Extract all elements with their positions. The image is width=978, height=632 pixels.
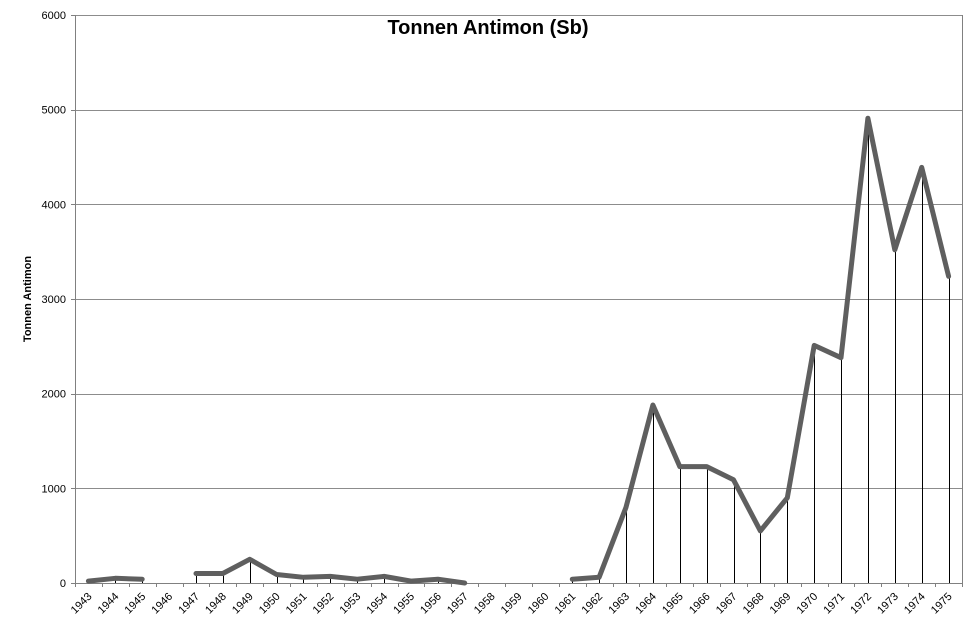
x-tick-label: 1973 bbox=[875, 591, 901, 617]
data-point bbox=[758, 528, 763, 533]
x-tick-label: 1948 bbox=[203, 591, 229, 617]
chart-title: Tonnen Antimon (Sb) bbox=[387, 17, 588, 39]
x-tick-label: 1953 bbox=[338, 591, 364, 617]
x-tick-labels: 1943 1944 1945 1946 1947 1948 1949 1950 1951 1952… bbox=[69, 591, 955, 617]
data-point bbox=[408, 579, 413, 584]
data-point bbox=[570, 577, 575, 582]
drop-lines bbox=[88, 118, 950, 583]
data-point bbox=[113, 576, 118, 581]
data-point bbox=[650, 403, 655, 408]
data-point bbox=[193, 571, 198, 576]
data-point bbox=[785, 495, 790, 500]
x-tick-label: 1975 bbox=[929, 591, 955, 617]
x-tick-label: 1947 bbox=[176, 591, 202, 617]
x-tick-label: 1949 bbox=[230, 591, 256, 617]
y-tick-label: 3000 bbox=[42, 294, 66, 306]
x-tick-label: 1968 bbox=[741, 591, 767, 617]
y-tick-label: 0 bbox=[60, 578, 66, 590]
data-point bbox=[704, 464, 709, 469]
x-tick-label: 1972 bbox=[848, 591, 874, 617]
x-tick-label: 1970 bbox=[794, 591, 820, 617]
x-tick-label: 1950 bbox=[257, 591, 283, 617]
data-point bbox=[382, 574, 387, 579]
data-point bbox=[274, 572, 279, 577]
x-tick-label: 1959 bbox=[499, 591, 525, 617]
x-tick-label: 1965 bbox=[660, 591, 686, 617]
y-tick-label: 4000 bbox=[42, 199, 66, 211]
data-point bbox=[624, 505, 629, 510]
x-tick-label: 1967 bbox=[714, 591, 740, 617]
data-point bbox=[812, 343, 817, 348]
x-tick-label: 1971 bbox=[821, 591, 847, 617]
y-tick-labels: 0 1000 2000 3000 4000 5000 6000 bbox=[42, 10, 66, 590]
x-tick-label: 1964 bbox=[633, 591, 659, 617]
data-point bbox=[220, 571, 225, 576]
data-point bbox=[731, 477, 736, 482]
x-tick-label: 1963 bbox=[606, 591, 632, 617]
x-tick-label: 1952 bbox=[311, 591, 337, 617]
x-tick-label: 1960 bbox=[526, 591, 552, 617]
data-point bbox=[462, 581, 467, 585]
y-axis-label: Tonnen Antimon bbox=[22, 256, 34, 342]
gridlines bbox=[75, 15, 962, 489]
data-point bbox=[301, 575, 306, 580]
x-tick-label: 1969 bbox=[768, 591, 794, 617]
data-point bbox=[865, 116, 870, 121]
data-point bbox=[946, 274, 951, 279]
x-tick-label: 1946 bbox=[149, 591, 175, 617]
x-tick-label: 1955 bbox=[391, 591, 417, 617]
data-point bbox=[597, 575, 602, 580]
data-point bbox=[328, 574, 333, 579]
data-point bbox=[892, 247, 897, 252]
data-point bbox=[919, 165, 924, 170]
x-tick-label: 1956 bbox=[418, 591, 444, 617]
data-point bbox=[839, 355, 844, 360]
series-line bbox=[569, 115, 952, 582]
y-tick-label: 1000 bbox=[42, 483, 66, 495]
x-tick-label: 1974 bbox=[902, 591, 928, 617]
data-point bbox=[247, 557, 252, 562]
y-tick-label: 2000 bbox=[42, 389, 66, 401]
data-point bbox=[86, 579, 91, 584]
series-lines bbox=[85, 115, 952, 586]
x-tick-label: 1943 bbox=[69, 591, 95, 617]
data-point bbox=[435, 577, 440, 582]
x-tick-label: 1958 bbox=[472, 591, 498, 617]
x-tick-label: 1945 bbox=[123, 591, 149, 617]
x-tick-label: 1966 bbox=[687, 591, 713, 617]
data-point bbox=[677, 464, 682, 469]
x-tick-label: 1954 bbox=[364, 591, 390, 617]
axes bbox=[71, 15, 963, 587]
x-tick-label: 1961 bbox=[553, 591, 579, 617]
data-point bbox=[140, 577, 145, 582]
x-tick-label: 1957 bbox=[445, 591, 471, 617]
x-tick-label: 1951 bbox=[284, 591, 310, 617]
y-tick-label: 5000 bbox=[42, 105, 66, 117]
data-point bbox=[355, 577, 360, 582]
x-tick-label: 1944 bbox=[96, 591, 122, 617]
x-tick-label: 1962 bbox=[579, 591, 605, 617]
y-tick-label: 6000 bbox=[42, 10, 66, 22]
